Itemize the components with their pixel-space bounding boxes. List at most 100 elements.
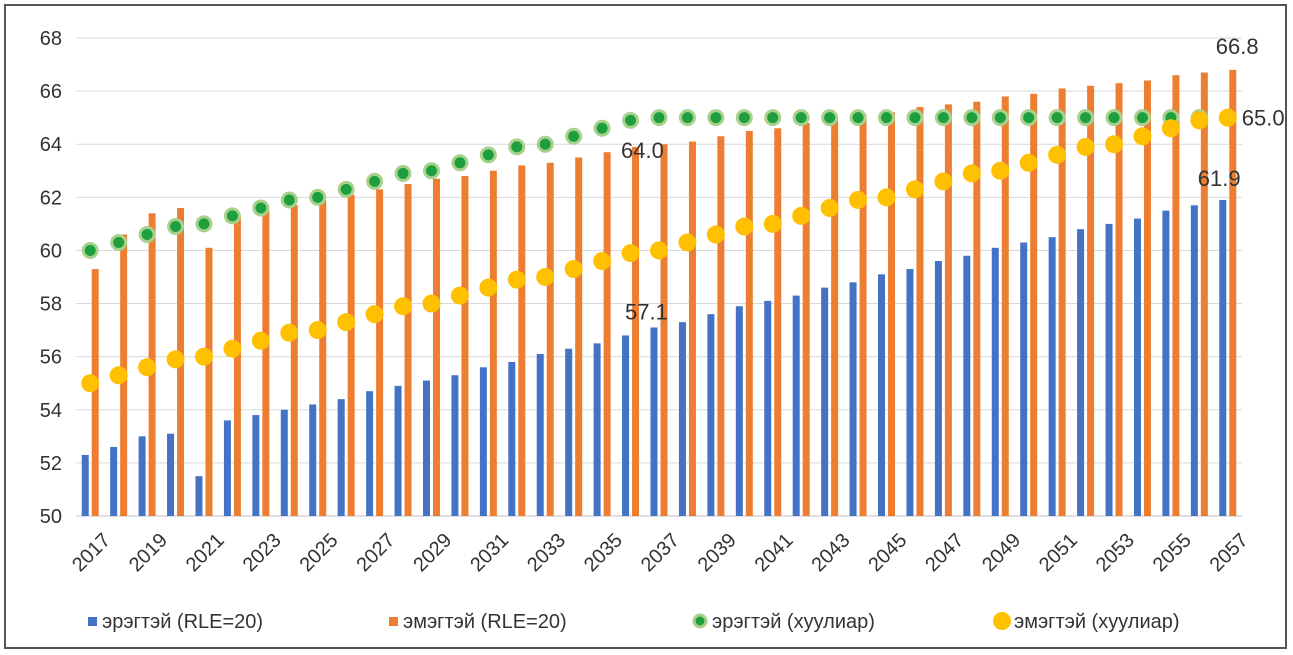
bar-female-rle (461, 176, 469, 517)
bar-female-rle (1115, 83, 1123, 517)
y-tick-label: 54 (40, 400, 62, 422)
bar-male-rle (252, 415, 260, 516)
dot-female-law (280, 323, 299, 342)
bar-male-rle (394, 385, 402, 516)
bar-male-rle (906, 269, 914, 516)
dot-male-law (309, 188, 327, 206)
dot-female-law (365, 305, 384, 324)
dot-female-law (564, 260, 583, 279)
bar-female-rle (888, 112, 896, 516)
data-label: 61.9 (1198, 166, 1241, 191)
legend-label: эрэгтэй (RLE=20) (102, 611, 263, 633)
bar-female-rle (660, 144, 668, 516)
bar-male-rle (195, 476, 203, 516)
dot-male-law (479, 146, 497, 164)
x-tick-label: 2029 (409, 529, 456, 576)
dot-male-law (764, 109, 782, 127)
dot-male-law (991, 109, 1009, 127)
bar-female-rle (262, 210, 270, 516)
bar-male-rle (963, 255, 971, 516)
dot-male-law (878, 109, 896, 127)
dot-male-law (81, 241, 99, 259)
bar-male-rle (1077, 229, 1085, 516)
bar-male-rle (991, 247, 999, 517)
dot-female-law (934, 172, 953, 191)
dot-male-law (934, 109, 952, 127)
bar-female-rle (319, 199, 327, 516)
dot-female-law (1218, 108, 1237, 127)
bar-female-rle (831, 120, 839, 517)
bar-male-rle (1219, 199, 1227, 516)
dot-female-law (507, 270, 526, 289)
bar-female-rle (916, 107, 924, 517)
x-tick-label: 2033 (523, 529, 570, 576)
bar-female-rle (802, 122, 810, 516)
bar-female-rle (1087, 85, 1095, 517)
x-tick-label: 2041 (751, 529, 798, 576)
bar-male-rle (366, 391, 374, 516)
bar-male-rle (110, 446, 118, 516)
chart-frame: 50 52 54 56 58 60 62 64 66 68 2017 2019 2021 2023 202… (4, 4, 1287, 649)
dot-male-law (650, 109, 668, 127)
dot-male-law (536, 135, 554, 153)
x-tick-label: 2053 (1092, 529, 1139, 576)
bar-male-rle (821, 287, 829, 516)
bar-female-rle (1172, 75, 1180, 516)
dot-series (81, 108, 1237, 393)
dot-male-law (849, 109, 867, 127)
bar-male-rle (422, 380, 430, 516)
bar-male-rle (451, 375, 459, 516)
bar-male-rle (1162, 210, 1170, 516)
x-tick-label: 2051 (1035, 529, 1082, 576)
dot-female-law (109, 366, 128, 385)
bar-female-rle (1200, 72, 1208, 517)
bar-male-rle (1190, 205, 1198, 517)
dot-female-law (450, 286, 469, 305)
dot-female-law (593, 252, 612, 271)
dot-male-law (963, 109, 981, 127)
bar-male-rle (536, 354, 544, 516)
dot-female-law (1076, 137, 1095, 156)
bar-female-rle (1001, 96, 1009, 516)
dot-male-law (906, 109, 924, 127)
bar-male-rle (678, 322, 686, 516)
bar-female-rle (404, 184, 412, 517)
dot-male-law (707, 109, 725, 127)
bar-male-rle (650, 327, 658, 516)
bar-female-rle (575, 157, 583, 516)
x-tick-label: 2055 (1149, 529, 1196, 576)
bar-male-rle (1133, 218, 1141, 517)
dot-male-law (792, 109, 810, 127)
dot-male-law (110, 233, 128, 251)
bar-series (81, 69, 1237, 517)
legend-marker (692, 613, 708, 629)
y-axis: 50 52 54 56 58 60 62 64 66 68 (40, 28, 1242, 528)
x-tick-label: 2047 (921, 529, 968, 576)
x-tick-label: 2023 (239, 529, 286, 576)
bar-female-rle (973, 101, 981, 516)
dot-female-law (1019, 153, 1038, 172)
bar-female-rle (1030, 93, 1038, 517)
dot-female-law (1190, 111, 1209, 130)
dot-female-law (138, 358, 157, 377)
dot-male-law (593, 119, 611, 137)
y-tick-label: 60 (40, 240, 62, 262)
bar-female-rle (233, 215, 241, 516)
dot-male-law (422, 162, 440, 180)
bar-female-rle (944, 104, 952, 516)
legend-marker (993, 612, 1011, 630)
dot-female-law (678, 233, 697, 252)
dot-male-law (195, 215, 213, 233)
annotations: 66.8 65.0 64.0 61.9 57.1 (621, 34, 1285, 325)
bar-female-rle (546, 162, 554, 517)
y-tick-label: 68 (40, 28, 62, 50)
x-tick-label: 2025 (296, 529, 343, 576)
dot-female-law (422, 294, 441, 313)
dot-male-law (1077, 109, 1095, 127)
dot-female-law (308, 321, 327, 340)
dot-male-law (138, 226, 156, 244)
bar-male-rle (167, 433, 175, 516)
bar-male-rle (849, 282, 857, 516)
legend-label: эрэгтэй (хуулиар) (712, 611, 875, 633)
